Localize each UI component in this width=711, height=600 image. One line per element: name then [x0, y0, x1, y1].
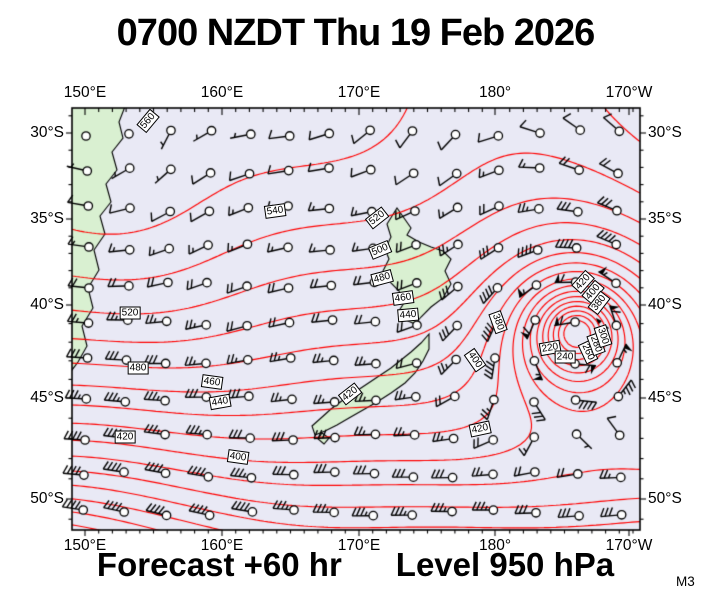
map-canvas — [48, 86, 664, 552]
contour-label: 480 — [127, 361, 149, 375]
contour-label: 520 — [119, 306, 141, 320]
footer-level: Level 950 hPa — [395, 546, 615, 583]
contour-label: 460 — [200, 374, 224, 390]
footer-forecast-hour: Forecast +60 hr — [96, 546, 342, 583]
forecast-map: 560 540 520 500 480 460 440 520 480 460 440 420 400 4… — [48, 86, 664, 552]
model-id: M3 — [676, 574, 695, 589]
contour-label: 400 — [226, 449, 250, 465]
contour-label: 420 — [114, 430, 136, 444]
footer: Forecast +60 hr Level 950 hPa — [0, 546, 711, 584]
page-title: 0700 NZDT Thu 19 Feb 2026 — [116, 12, 596, 54]
contour-label: 440 — [397, 307, 419, 323]
contour-label: 240 — [554, 350, 576, 364]
